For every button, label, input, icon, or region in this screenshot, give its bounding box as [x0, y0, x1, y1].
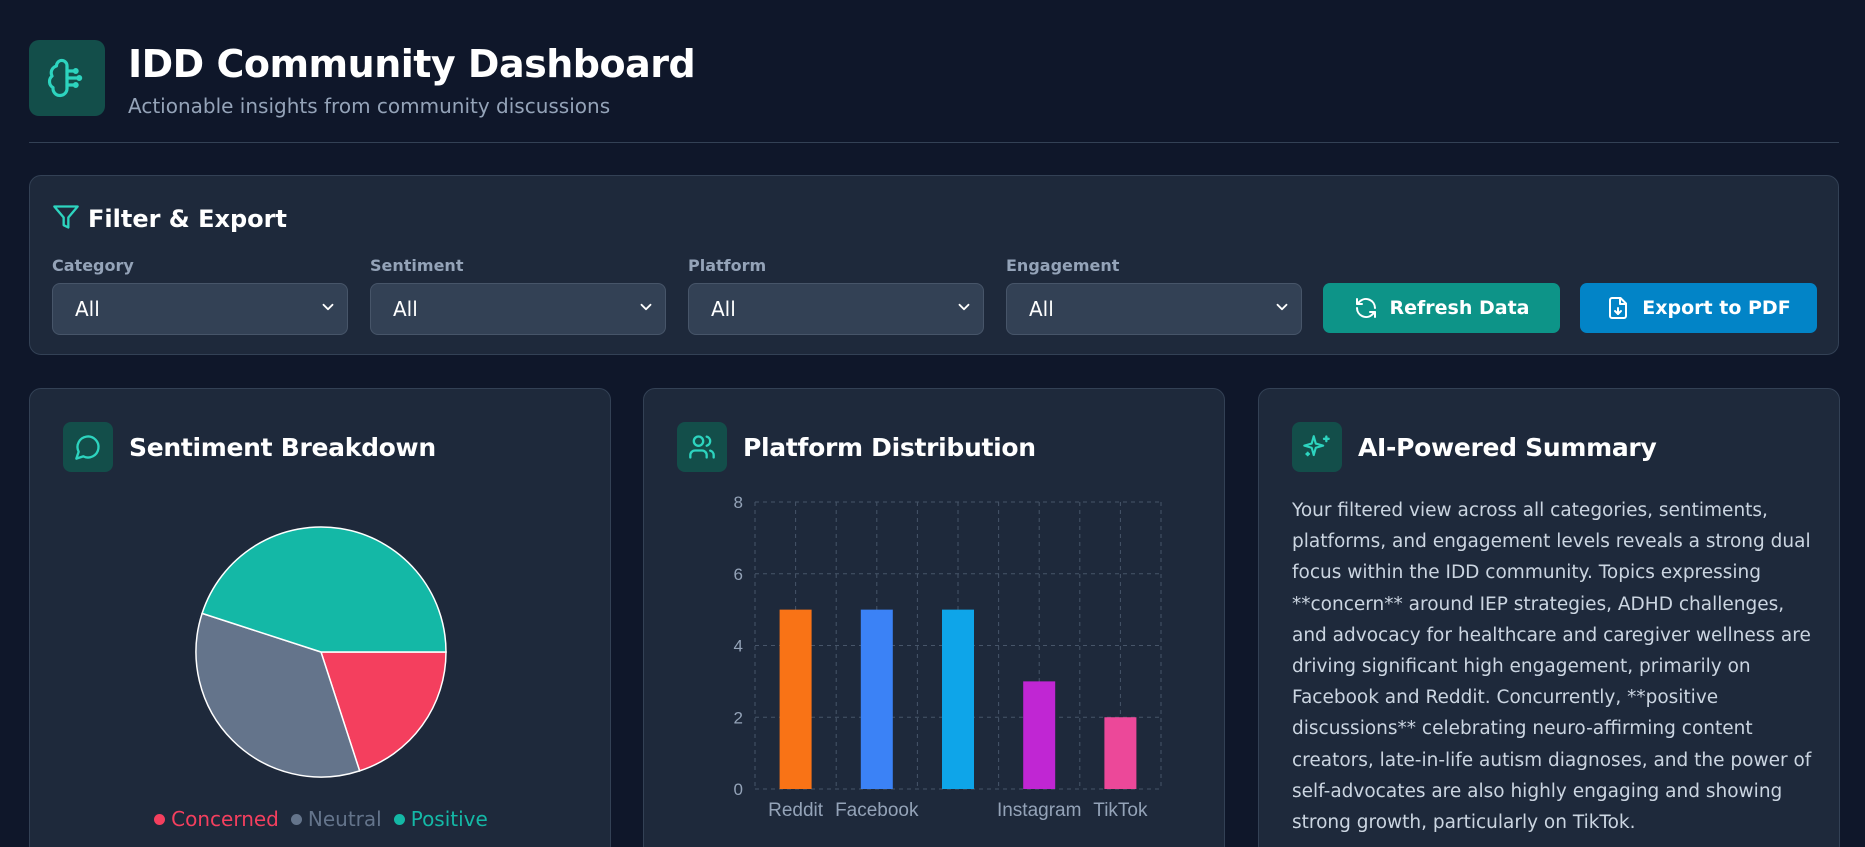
- header-divider: [29, 142, 1839, 143]
- header: IDD Community Dashboard Actionable insig…: [29, 40, 696, 118]
- bar-platform-3[interactable]: [942, 609, 974, 789]
- y-tick-label: 2: [734, 708, 743, 727]
- message-circle-icon: [63, 422, 113, 472]
- engagement-label: Engagement: [1006, 256, 1120, 275]
- legend-dot-neutral: [290, 813, 302, 825]
- legend-item-positive[interactable]: Positive: [393, 807, 488, 831]
- filter-panel: Filter & Export Category All Sentiment A…: [29, 175, 1839, 355]
- chevron-down-icon: [319, 298, 337, 320]
- platform-filter: Platform All: [688, 256, 984, 335]
- engagement-filter: Engagement All: [1006, 256, 1302, 335]
- x-tick-label: Reddit: [768, 800, 824, 821]
- bar-reddit[interactable]: [779, 609, 812, 789]
- y-tick-label: 8: [734, 493, 743, 512]
- refresh-data-button[interactable]: Refresh Data: [1323, 283, 1560, 333]
- chevron-down-icon: [637, 298, 655, 320]
- category-label: Category: [52, 256, 134, 275]
- pie-slice-positive[interactable]: [201, 526, 447, 653]
- x-tick-label: TikTok: [1093, 800, 1148, 821]
- summary-card-title: AI-Powered Summary: [1358, 432, 1657, 462]
- legend-label-concerned: Concerned: [171, 807, 279, 831]
- sparkles-icon: [1292, 422, 1342, 472]
- chevron-down-icon: [1273, 298, 1291, 320]
- brain-icon: [29, 40, 105, 116]
- legend-item-concerned[interactable]: Concerned: [154, 807, 279, 831]
- y-tick-label: 6: [734, 565, 743, 584]
- summary-card-header: AI-Powered Summary: [1292, 422, 1657, 472]
- sentiment-card: Sentiment Breakdown Concerned Neutral Po…: [29, 388, 611, 847]
- refresh-icon: [1354, 296, 1378, 320]
- page-subtitle: Actionable insights from community discu…: [128, 94, 611, 118]
- legend-dot-positive: [393, 813, 405, 825]
- pie-slice-concerned[interactable]: [319, 651, 447, 772]
- sentiment-value: All: [393, 297, 418, 321]
- summary-card: AI-Powered Summary Your filtered view ac…: [1258, 388, 1840, 847]
- sentiment-select[interactable]: All: [370, 283, 666, 335]
- sentiment-filter: Sentiment All: [370, 256, 666, 335]
- sentiment-card-header: Sentiment Breakdown: [63, 422, 436, 472]
- engagement-value: All: [1029, 297, 1054, 321]
- page-title: IDD Community Dashboard: [128, 42, 696, 86]
- x-tick-label: Facebook: [835, 800, 919, 821]
- sentiment-legend: Concerned Neutral Positive: [30, 807, 612, 831]
- pie-slice-neutral[interactable]: [195, 612, 361, 778]
- legend-label-neutral: Neutral: [307, 807, 382, 831]
- x-tick-label: Instagram: [997, 800, 1081, 821]
- category-select[interactable]: All: [52, 283, 348, 335]
- platform-value: All: [711, 297, 736, 321]
- filter-title: Filter & Export: [88, 205, 287, 233]
- legend-label-positive: Positive: [410, 807, 488, 831]
- bar-instagram[interactable]: [1023, 681, 1056, 789]
- platform-card-header: Platform Distribution: [677, 422, 1036, 472]
- filter-icon: [52, 203, 80, 235]
- bar-facebook[interactable]: [860, 609, 893, 789]
- file-download-icon: [1606, 296, 1630, 320]
- refresh-data-label: Refresh Data: [1389, 297, 1530, 319]
- chevron-down-icon: [955, 298, 973, 320]
- legend-item-neutral[interactable]: Neutral: [290, 807, 382, 831]
- platform-bar-chart: 0 2 4 6 8 Reddit Facebook Instagram TikTok: [734, 493, 1162, 821]
- platform-label: Platform: [688, 256, 767, 275]
- sentiment-pie-chart: [195, 526, 447, 778]
- y-tick-label: 0: [734, 780, 743, 799]
- platform-card: Platform Distribution 0 2 4 6 8 Reddit Faceboo…: [643, 388, 1225, 847]
- bar-tiktok[interactable]: [1104, 717, 1137, 789]
- platform-select[interactable]: All: [688, 283, 984, 335]
- export-pdf-label: Export to PDF: [1642, 297, 1791, 319]
- export-pdf-button[interactable]: Export to PDF: [1580, 283, 1817, 333]
- engagement-select[interactable]: All: [1006, 283, 1302, 335]
- filter-header: Filter & Export: [52, 203, 287, 235]
- category-filter: Category All: [52, 256, 348, 335]
- y-tick-label: 4: [734, 637, 743, 656]
- legend-dot-concerned: [154, 813, 166, 825]
- sentiment-card-title: Sentiment Breakdown: [129, 432, 436, 462]
- sentiment-label: Sentiment: [370, 256, 464, 275]
- summary-text: Your filtered view across all categories…: [1292, 500, 1812, 834]
- platform-card-title: Platform Distribution: [743, 432, 1036, 462]
- category-value: All: [75, 297, 100, 321]
- users-icon: [677, 422, 727, 472]
